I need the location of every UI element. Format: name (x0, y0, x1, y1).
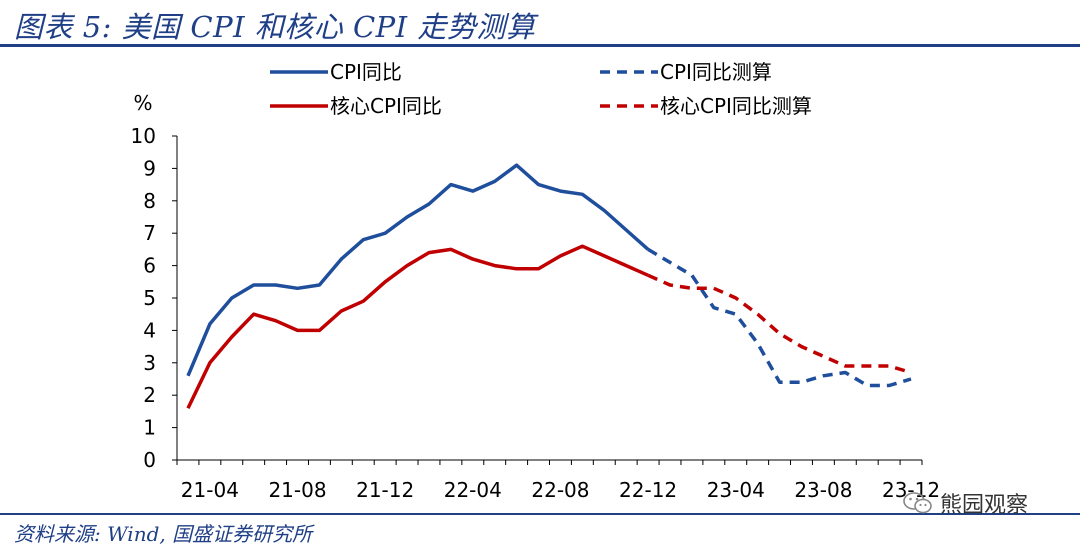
y-tick-label: 4 (143, 318, 156, 342)
legend-label: CPI同比 (330, 60, 402, 84)
y-axis-unit: % (133, 91, 152, 115)
y-tick-label: 8 (143, 189, 156, 213)
series-line-2 (647, 247, 912, 388)
x-tick-label: 21-12 (356, 478, 414, 502)
y-tick-label: 7 (143, 221, 156, 245)
x-tick-label: 22-12 (619, 478, 677, 502)
x-tick-label: 21-04 (181, 478, 239, 502)
y-tick-label: 0 (143, 448, 156, 472)
watermark: 熊园观察 (902, 487, 1028, 519)
y-tick-label: 6 (143, 254, 156, 278)
series-line-3 (186, 244, 649, 409)
x-tick-label: 23-04 (707, 478, 765, 502)
x-tick-label: 23-08 (794, 478, 852, 502)
x-tick-label: 21-08 (268, 478, 326, 502)
chart-series (186, 163, 912, 409)
y-tick-label: 1 (143, 416, 156, 440)
source-note: 资料来源: Wind, 国盛证券研究所 (14, 522, 313, 546)
y-tick-label: 2 (143, 383, 156, 407)
legend-label: CPI同比测算 (660, 60, 772, 84)
series-line-4 (647, 273, 912, 375)
title-rule (0, 44, 1080, 47)
title-bar: 图表 5: 美国 CPI 和核心 CPI 走势测算 (0, 0, 1080, 47)
x-tick-label: 22-08 (531, 478, 589, 502)
legend-label: 核心CPI同比测算 (660, 94, 812, 118)
legend-label: 核心CPI同比 (330, 94, 442, 118)
y-tick-label: 3 (143, 351, 156, 375)
wechat-icon (903, 492, 932, 514)
chart-title: 图表 5: 美国 CPI 和核心 CPI 走势测算 (14, 10, 536, 44)
watermark-label: 熊园观察 (940, 493, 1029, 518)
y-tick-label: 10 (131, 124, 156, 148)
x-tick-label: 22-04 (444, 478, 502, 502)
series-line-1 (186, 163, 650, 377)
footer-rule (0, 513, 1080, 515)
y-tick-label: 9 (143, 156, 156, 180)
chart-axes: 0 1 2 3 4 5 6 7 8 9 10% 21-04 21-08 21-12 22-04 22-08 22… (131, 91, 941, 502)
y-tick-label: 5 (143, 286, 156, 310)
line-chart: 0 1 2 3 4 5 6 7 8 9 10% 21-04 21-08 21-12 22-04 22-08 22… (131, 60, 941, 502)
